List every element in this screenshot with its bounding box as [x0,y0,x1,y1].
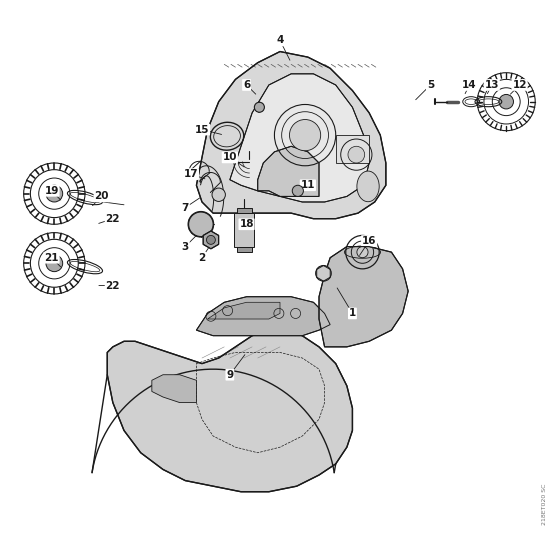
Circle shape [290,119,321,151]
Polygon shape [258,146,319,197]
Text: 218ET020 SC: 218ET020 SC [542,484,547,525]
Text: 7: 7 [181,203,189,213]
Text: 8: 8 [315,269,323,279]
Text: 4: 4 [276,35,284,45]
Polygon shape [197,297,330,336]
Text: 17: 17 [184,169,198,179]
Polygon shape [234,213,254,246]
Text: 15: 15 [195,124,209,134]
Polygon shape [230,74,369,202]
Polygon shape [236,208,252,213]
Text: 18: 18 [239,220,254,229]
Circle shape [254,102,264,112]
Text: 10: 10 [222,152,237,162]
Text: 11: 11 [301,180,315,190]
Text: 2: 2 [198,253,206,263]
Polygon shape [203,231,218,249]
Text: 22: 22 [106,281,120,291]
Circle shape [357,246,368,258]
Text: 16: 16 [362,236,376,246]
Circle shape [292,185,304,197]
Polygon shape [319,246,408,347]
Circle shape [189,212,213,236]
Circle shape [316,265,332,281]
Text: 19: 19 [44,186,59,196]
Circle shape [212,188,225,202]
Text: 1: 1 [349,309,356,319]
Circle shape [46,255,63,272]
Text: 22: 22 [106,214,120,223]
Bar [336,135,369,163]
Polygon shape [236,246,252,252]
Text: 13: 13 [484,80,499,90]
Text: 6: 6 [243,80,250,90]
Text: 9: 9 [226,370,234,380]
Circle shape [499,95,514,109]
Text: 14: 14 [462,80,477,90]
Polygon shape [208,302,280,319]
Text: 21: 21 [44,253,59,263]
Text: 5: 5 [427,80,434,90]
Ellipse shape [357,171,379,202]
Polygon shape [152,375,197,403]
Polygon shape [197,52,386,219]
Circle shape [207,235,216,244]
Circle shape [46,185,63,202]
Polygon shape [108,330,352,492]
Text: 3: 3 [181,241,189,251]
Text: 12: 12 [512,80,527,90]
Text: 20: 20 [95,192,109,202]
Circle shape [348,146,365,163]
